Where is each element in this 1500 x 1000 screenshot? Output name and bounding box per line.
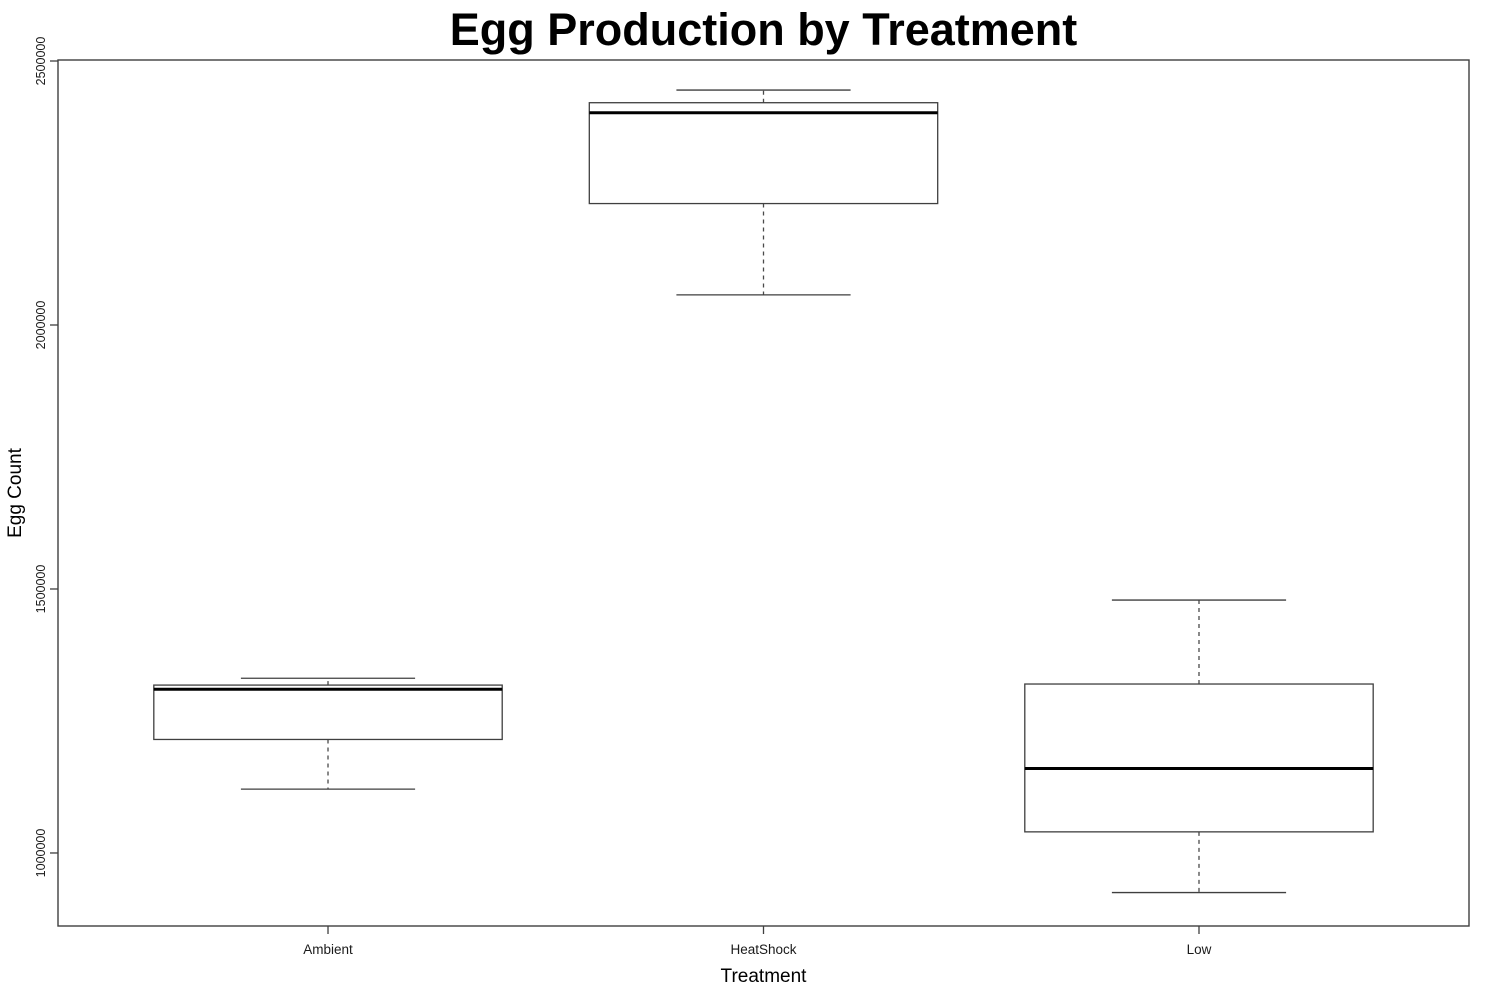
- low-box: [1024, 683, 1374, 833]
- y-tick-label: 2000000: [34, 301, 48, 350]
- y-tick-label: 1500000: [34, 565, 48, 614]
- y-tick-label: 1000000: [34, 829, 48, 878]
- y-tick-label: 2500000: [34, 37, 48, 86]
- heatshock-box: [588, 102, 939, 205]
- x-tick-label: Ambient: [303, 942, 353, 957]
- x-tick-label: Low: [1187, 942, 1212, 957]
- ambient-box: [153, 684, 503, 741]
- x-tick-label: HeatShock: [730, 942, 796, 957]
- chart-title: Egg Production by Treatment: [449, 4, 1078, 55]
- x-axis-title: Treatment: [720, 966, 807, 987]
